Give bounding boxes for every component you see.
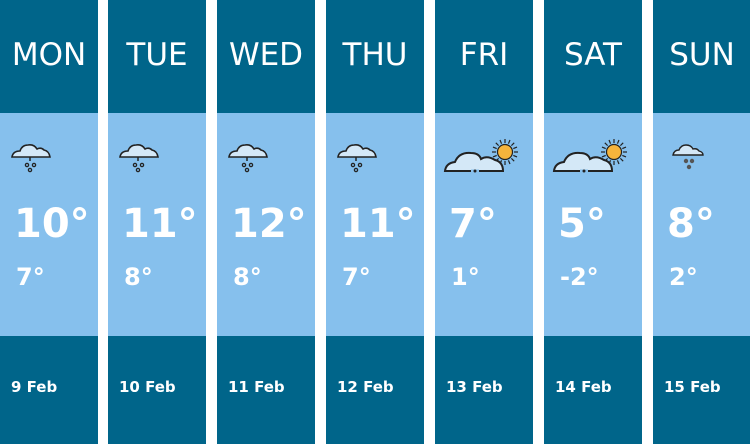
day-body: 7° 1°	[435, 113, 533, 336]
day-header: WED	[217, 0, 315, 113]
high-temperature: 12°	[231, 201, 307, 247]
day-header: THU	[326, 0, 424, 113]
day-footer: 9 Feb	[0, 336, 98, 444]
high-temperature: 10°	[14, 201, 90, 247]
day-footer: 11 Feb	[217, 336, 315, 444]
partly-cloudy-icon	[552, 135, 634, 185]
date-label: 15 Feb	[664, 378, 721, 396]
day-header: SAT	[544, 0, 642, 113]
day-column-wed: WED 12° 8° 11 Feb	[217, 0, 315, 444]
high-temperature: 8°	[667, 201, 715, 247]
day-column-thu: THU 11° 7° 12 Feb	[326, 0, 424, 444]
day-footer: 10 Feb	[108, 336, 206, 444]
day-column-mon: MON 10° 7° 9 Feb	[0, 0, 98, 444]
day-header: FRI	[435, 0, 533, 113]
low-temperature: 2°	[669, 263, 698, 291]
date-label: 12 Feb	[337, 378, 394, 396]
day-name: SUN	[669, 37, 735, 73]
day-header: SUN	[653, 0, 750, 113]
day-header: MON	[0, 0, 98, 113]
low-temperature: 7°	[342, 263, 371, 291]
rain-icon	[334, 135, 416, 185]
day-footer: 14 Feb	[544, 336, 642, 444]
day-name: TUE	[126, 37, 188, 73]
day-header: TUE	[108, 0, 206, 113]
low-temperature: -2°	[560, 263, 599, 291]
day-name: MON	[11, 37, 87, 73]
date-label: 11 Feb	[228, 378, 285, 396]
day-name: FRI	[459, 37, 509, 73]
high-temperature: 7°	[449, 201, 497, 247]
high-temperature: 5°	[558, 201, 606, 247]
day-column-sun: SUN 8° 2° 15 Feb	[653, 0, 750, 444]
high-temperature: 11°	[340, 201, 416, 247]
high-temperature: 11°	[122, 201, 198, 247]
rain-icon	[225, 135, 307, 185]
day-column-fri: FRI 7° 1° 13 Feb	[435, 0, 533, 444]
rain-icon	[8, 135, 90, 185]
date-label: 10 Feb	[119, 378, 176, 396]
day-body: 8° 2°	[653, 113, 750, 336]
day-name: THU	[342, 37, 408, 73]
rain-icon	[116, 135, 198, 185]
day-name: SAT	[564, 37, 622, 73]
day-column-sat: SAT 5° -2° 14 Feb	[544, 0, 642, 444]
snow-icon	[661, 135, 743, 185]
day-body: 5° -2°	[544, 113, 642, 336]
day-footer: 13 Feb	[435, 336, 533, 444]
day-column-tue: TUE 11° 8° 10 Feb	[108, 0, 206, 444]
day-footer: 12 Feb	[326, 336, 424, 444]
date-label: 13 Feb	[446, 378, 503, 396]
partly-cloudy-icon	[443, 135, 525, 185]
date-label: 14 Feb	[555, 378, 612, 396]
day-body: 11° 8°	[108, 113, 206, 336]
day-body: 11° 7°	[326, 113, 424, 336]
low-temperature: 8°	[233, 263, 262, 291]
date-label: 9 Feb	[11, 378, 58, 396]
day-body: 12° 8°	[217, 113, 315, 336]
low-temperature: 1°	[451, 263, 480, 291]
day-body: 10° 7°	[0, 113, 98, 336]
low-temperature: 8°	[124, 263, 153, 291]
low-temperature: 7°	[16, 263, 45, 291]
day-name: WED	[228, 37, 304, 73]
day-footer: 15 Feb	[653, 336, 750, 444]
